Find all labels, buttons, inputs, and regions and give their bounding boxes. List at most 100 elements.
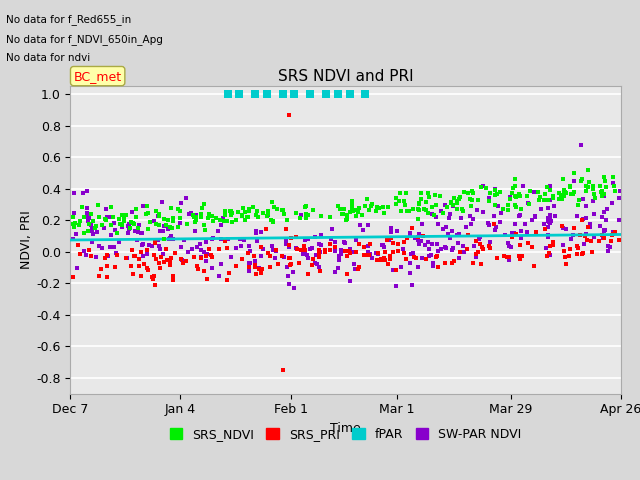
Point [515,205,525,213]
Point [559,188,569,195]
Point [580,214,591,222]
Point [163,256,173,264]
Point [167,224,177,231]
Point [202,275,212,283]
Point [168,272,179,280]
Point [300,248,310,256]
Point [238,204,248,212]
Point [572,242,582,250]
Point [506,229,516,237]
Point [122,254,132,262]
Point [598,227,609,234]
Point [207,212,218,219]
Point [214,272,224,279]
Point [144,241,154,249]
Point [584,178,595,186]
Point [588,185,598,193]
Point [445,199,456,206]
Point [405,229,415,237]
Point [530,213,540,220]
Point [599,208,609,216]
Point [191,214,201,221]
Point [87,225,97,232]
Point [458,207,468,215]
Point [68,220,78,228]
Point [319,248,330,256]
Point [333,202,343,210]
Point [402,207,412,215]
Point [202,215,212,222]
Point [156,253,166,261]
Point [348,207,358,215]
Point [463,189,473,197]
Point [609,182,619,190]
Point [149,272,159,280]
Point [163,216,173,224]
Point [198,267,209,275]
Point [295,214,305,221]
Point [142,202,152,210]
Point [569,225,579,232]
Point [154,259,164,266]
Point [559,247,569,254]
Point [522,192,532,200]
Point [226,253,236,261]
Point [543,233,553,241]
Point [419,204,429,212]
Point [546,217,556,225]
Point [602,242,612,250]
Point [577,216,587,224]
Point [157,198,168,205]
Point [596,192,607,200]
Point [253,214,263,221]
Point [372,256,382,264]
Point [345,249,355,257]
Point [225,207,235,215]
Point [543,231,554,239]
Point [175,243,186,251]
Point [307,261,317,268]
Point [255,252,266,260]
Point [483,219,493,227]
Point [326,226,337,233]
Point [112,251,122,259]
Point [573,244,583,252]
Point [358,252,369,259]
Point [159,258,170,265]
Point [413,237,423,244]
Point [105,243,115,251]
Point [354,263,364,271]
Point [159,216,169,223]
Point [490,227,500,234]
Point [244,207,255,215]
Point [527,216,537,224]
Point [599,234,609,242]
Point [121,211,131,218]
Point [420,255,431,263]
Point [420,206,431,214]
Y-axis label: NDVI, PRI: NDVI, PRI [20,211,33,269]
Point [561,226,572,233]
Point [414,201,424,208]
Point [195,240,205,248]
Point [333,90,343,98]
Point [367,201,378,208]
Point [296,246,306,254]
Point [420,198,431,205]
Point [299,242,309,250]
Point [141,210,151,217]
Point [189,213,199,220]
Point [189,253,199,261]
Point [614,194,625,202]
Point [106,231,116,239]
Point [445,234,455,241]
Point [204,245,214,252]
Point [431,252,442,260]
Point [202,258,212,265]
Point [542,184,552,192]
Point [292,245,302,253]
Point [447,227,458,234]
Point [207,264,218,271]
Point [583,166,593,173]
Point [515,228,525,235]
